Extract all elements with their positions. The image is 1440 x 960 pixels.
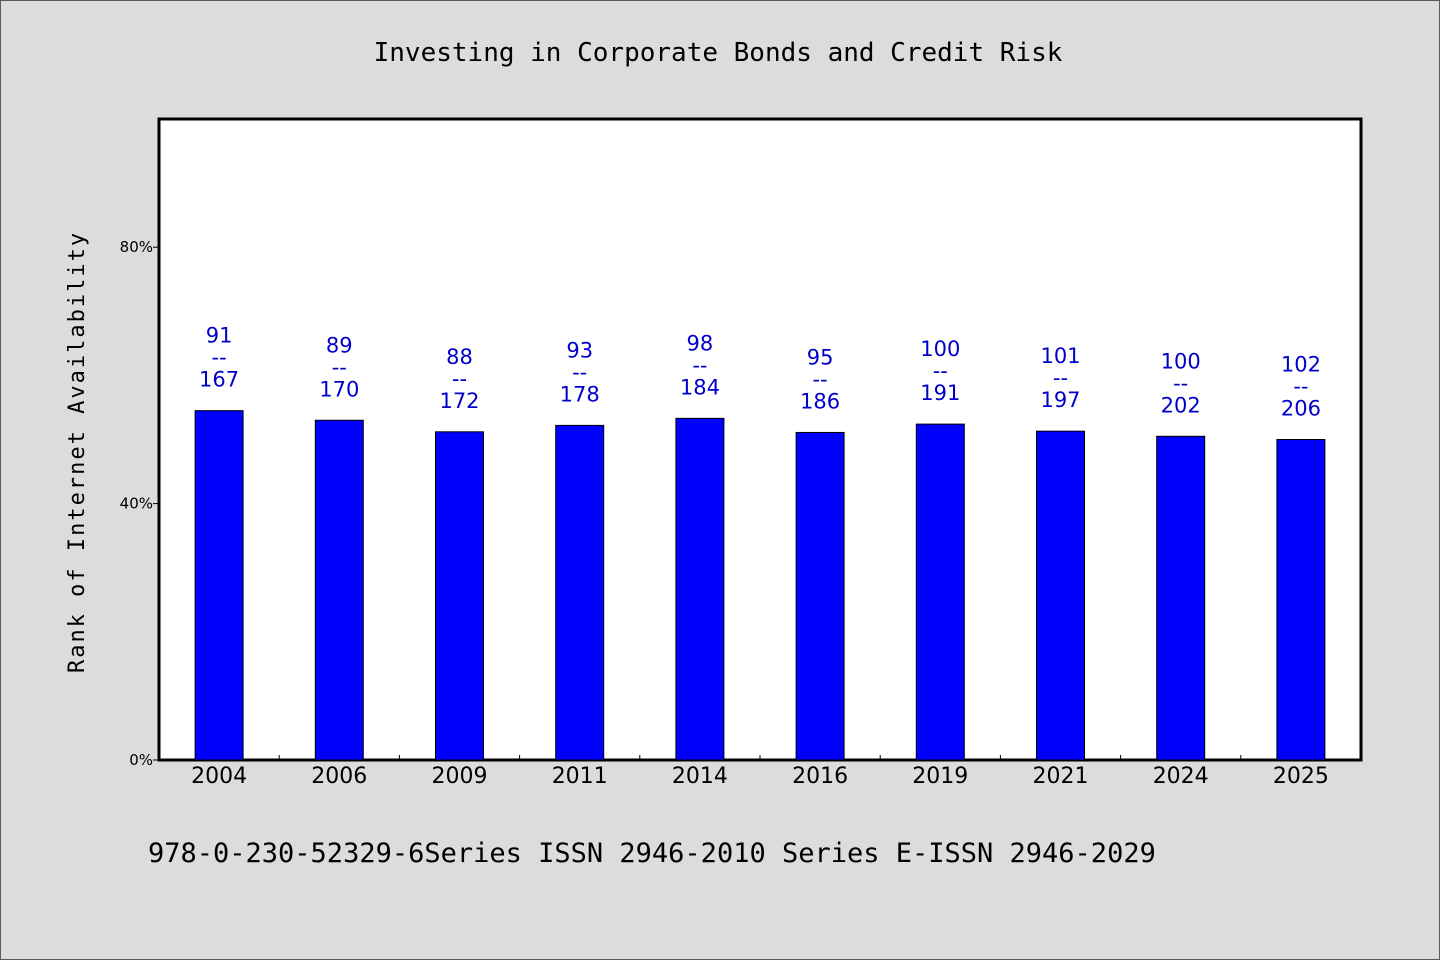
data-label-2019: 100: [920, 337, 960, 361]
data-label-2009: 172: [439, 389, 479, 413]
data-label-2016: 95: [807, 345, 834, 369]
data-label-2024: 202: [1161, 393, 1201, 417]
x-tick-label-2006: 2006: [311, 764, 367, 789]
data-label-2025: 206: [1281, 397, 1321, 421]
bar-2009: [435, 431, 484, 761]
x-tick-label-2014: 2014: [672, 764, 728, 789]
data-label-2011: 178: [560, 382, 600, 406]
data-label-2014: 98: [687, 331, 714, 355]
data-label-2009: 88: [446, 345, 473, 369]
bar-2004: [194, 410, 244, 761]
data-label-2004: --: [212, 346, 227, 370]
x-tick-label-2004: 2004: [191, 764, 247, 789]
x-axis: 2004 2006 2009 2011 2014 2016 2019 2021 2024 2025: [191, 755, 1329, 789]
y-tick-label: 80%: [120, 238, 153, 256]
data-label-2016: --: [813, 367, 828, 391]
bar-2019: [915, 423, 965, 761]
x-tick-label-2011: 2011: [552, 764, 608, 789]
bar-2016: [795, 431, 845, 761]
footnote: 978-0-230-52329-6Series ISSN 2946-2010 S…: [148, 838, 1156, 869]
data-labels-layer: 91--16789--17088--17293--17898--18495--1…: [199, 324, 1321, 421]
chart-title: Investing in Corporate Bonds and Credit …: [374, 38, 1063, 68]
data-label-2011: 93: [566, 338, 593, 362]
y-axis: 0% 40% 80%: [120, 238, 159, 769]
data-label-2025: --: [1293, 375, 1308, 399]
data-label-2021: --: [1053, 366, 1068, 390]
bars-layer: [194, 410, 1326, 761]
data-label-2024: --: [1173, 371, 1188, 395]
data-label-2025: 102: [1281, 353, 1321, 377]
x-tick-label-2025: 2025: [1273, 764, 1329, 789]
data-label-2011: --: [572, 360, 587, 384]
data-label-2006: 89: [326, 333, 353, 357]
bar-2006: [314, 419, 364, 761]
bar-2021: [1036, 430, 1085, 761]
data-label-2019: --: [933, 359, 948, 383]
bar-2024: [1156, 435, 1206, 761]
bar-2025: [1276, 439, 1326, 761]
y-tick-label: 0%: [129, 751, 153, 769]
data-label-2024: 100: [1161, 349, 1201, 373]
y-tick-label: 40%: [120, 495, 153, 513]
x-tick-label-2016: 2016: [792, 764, 848, 789]
bar-2011: [555, 424, 605, 761]
data-label-2021: 197: [1040, 388, 1080, 412]
data-label-2016: 186: [800, 389, 840, 413]
data-label-2014: --: [692, 353, 707, 377]
data-label-2009: --: [452, 367, 467, 391]
x-tick-label-2009: 2009: [432, 764, 488, 789]
data-label-2021: 101: [1040, 344, 1080, 368]
x-tick-label-2019: 2019: [912, 764, 968, 789]
bar-2014: [675, 417, 725, 761]
x-tick-label-2024: 2024: [1153, 764, 1209, 789]
data-label-2019: 191: [920, 381, 960, 405]
data-label-2006: --: [332, 355, 347, 379]
data-label-2014: 184: [680, 375, 720, 399]
x-tick-label-2021: 2021: [1033, 764, 1089, 789]
data-label-2004: 91: [206, 324, 233, 348]
data-label-2006: 170: [319, 377, 359, 401]
data-label-2004: 167: [199, 368, 239, 392]
y-axis-label: Rank of Internet Availability: [65, 231, 90, 673]
